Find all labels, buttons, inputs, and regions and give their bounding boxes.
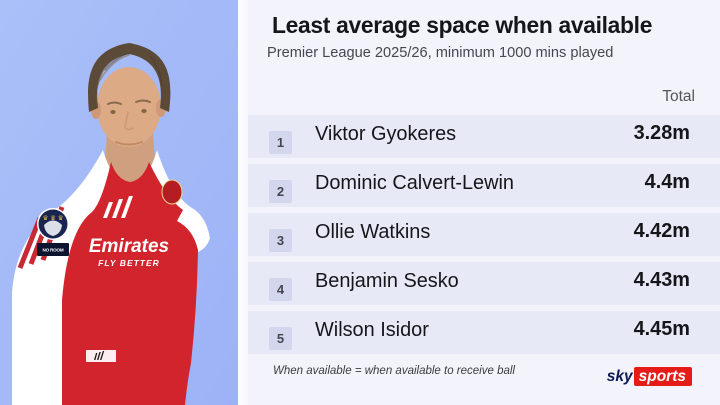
- svg-text:NO ROOM: NO ROOM: [42, 248, 63, 253]
- svg-text:Emirates: Emirates: [89, 236, 169, 257]
- svg-text:FLY BETTER: FLY BETTER: [98, 258, 160, 268]
